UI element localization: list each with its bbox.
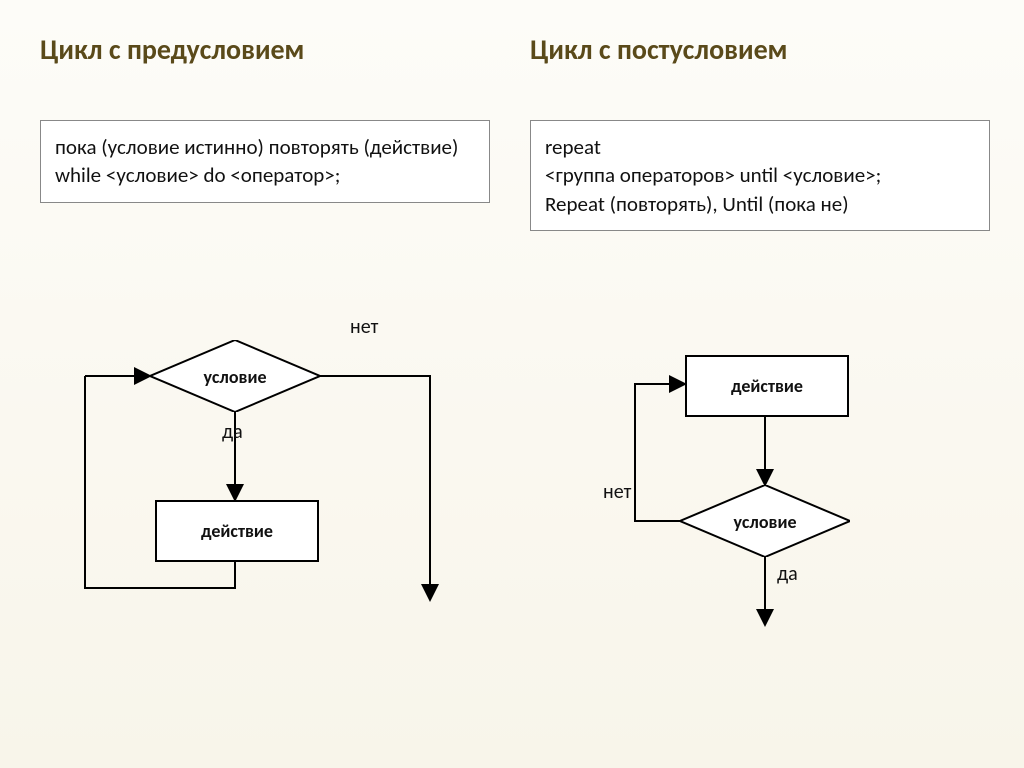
card-postcondition: repeat <группа операторов> until <услови… xyxy=(530,120,990,231)
postcond-action-label: действие xyxy=(731,375,803,397)
card-postcondition-text: repeat <группа операторов> until <услови… xyxy=(545,134,881,217)
slide: Цикл с предусловием Цикл с постусловием … xyxy=(0,0,1024,768)
heading-precondition: Цикл с предусловием xyxy=(40,32,304,67)
flow-postcondition: действие условие нет да xyxy=(555,330,975,650)
postcond-diamond: условие xyxy=(680,485,850,557)
flow-precondition: условие действие нет да xyxy=(40,310,480,630)
precond-yes-label: да xyxy=(222,420,243,444)
precond-action-box: действие xyxy=(155,500,319,562)
heading-postcondition: Цикл с постусловием xyxy=(530,32,787,67)
postcond-no-label: нет xyxy=(603,480,631,504)
postcond-action-box: действие xyxy=(685,355,849,417)
card-precondition: пока (условие истинно) повторять (действ… xyxy=(40,120,490,203)
precond-action-label: действие xyxy=(201,520,273,542)
precond-no-label: нет xyxy=(350,315,378,339)
card-precondition-text: пока (условие истинно) повторять (действ… xyxy=(55,134,458,188)
precond-diamond: условие xyxy=(150,340,320,412)
postcond-yes-label: да xyxy=(777,562,798,586)
